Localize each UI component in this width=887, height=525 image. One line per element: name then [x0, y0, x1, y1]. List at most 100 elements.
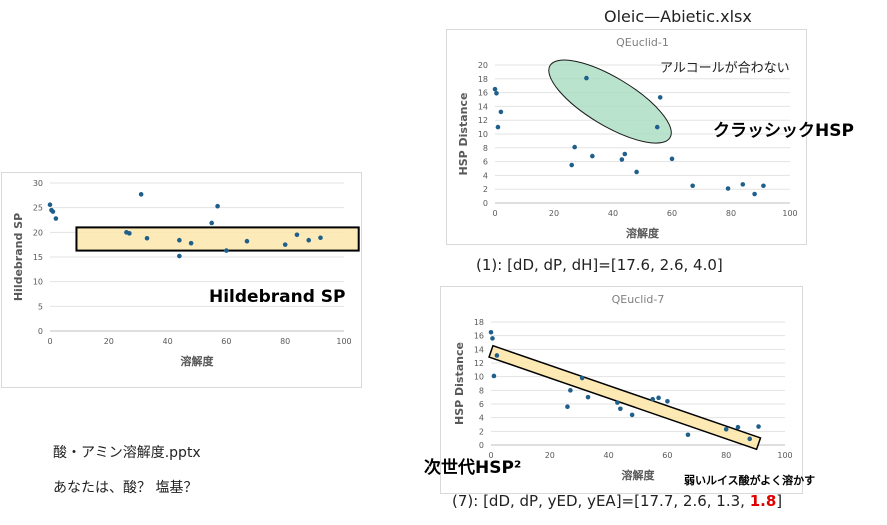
caption-model-7-suffix: ]	[776, 492, 783, 510]
chart1-highlight-band	[75, 226, 360, 252]
label-next-gen-hsp: 次世代HSP²	[424, 458, 522, 478]
chart3-data-point	[568, 388, 573, 393]
chart1-y-tick-label: 30	[33, 179, 43, 188]
chart2-data-point	[634, 169, 639, 175]
chart3-x-tick-label: 60	[662, 451, 672, 460]
chart3-data-point	[615, 400, 620, 405]
chart3-data-point	[618, 406, 623, 412]
caption-model-7-highlight: 1.8	[749, 492, 777, 510]
chart1-data-point	[50, 209, 56, 214]
chart1-data-point	[306, 237, 312, 243]
chart3-data-point	[685, 432, 691, 438]
chart3-x-axis-label: 溶解度	[622, 468, 656, 482]
chart3-data-point	[491, 373, 497, 379]
chart1-data-point	[53, 216, 59, 221]
chart-qeuclid-7-svg: QEuclid-7 0 2 4 6 8 10 12 14 16 18 0 20 40 60 80 100 溶解度 H…	[453, 293, 793, 482]
chart2-data-point	[495, 124, 501, 130]
label-hildebrand-sp: Hildebrand SP	[209, 287, 346, 307]
chart2-x-tick-label: 20	[549, 209, 559, 218]
label-alcohol-note: アルコールが合わない	[660, 61, 790, 76]
chart2-y-tick-label: 6	[483, 158, 488, 167]
chart3-data-point	[735, 424, 741, 430]
chart3-x-tick-label: 20	[545, 451, 555, 460]
chart2-y-tick-label: 0	[483, 199, 488, 208]
chart2-x-tick-label: 60	[667, 209, 677, 218]
chart3-y-tick-label: 16	[474, 332, 484, 341]
chart3-y-tick-label: 2	[479, 427, 484, 436]
chart2-data-point	[690, 183, 695, 189]
chart2-data-point	[669, 156, 675, 162]
chart2-y-axis-label: HSP Distance	[457, 93, 470, 176]
chart2-data-point	[740, 182, 746, 187]
chart2-y-tick-label: 8	[483, 144, 488, 153]
chart-hildebrand: 0 5 10 15 20 25 30 0 20 40 60 80 100 溶解度 Hildebrand SP	[1, 172, 362, 388]
chart1-data-point	[282, 242, 288, 247]
chart3-data-point	[490, 336, 495, 341]
chart1-data-point	[215, 203, 220, 209]
chart3-y-tick-label: 10	[474, 373, 484, 382]
label-weak-lewis-acid: 弱いルイス酸がよく溶かす	[684, 474, 816, 487]
caption-model-1: (1): [dD, dP, dH]=[17.6, 2.6, 4.0]	[476, 256, 723, 274]
label-classic-hsp: クラッシックHSP	[713, 121, 854, 141]
chart3-data-point	[585, 394, 591, 400]
chart2-data-point	[619, 157, 625, 162]
caption-model-7: (7): [dD, dP, yED, yEA]=[17.7, 2.6, 1.3,…	[452, 492, 782, 510]
chart2-data-point	[654, 124, 660, 130]
chart1-x-tick-label: 100	[336, 337, 351, 346]
chart2-x-axis-label: 溶解度	[626, 226, 660, 240]
chart2-y-tick-label: 2	[483, 185, 488, 194]
chart2-data-point	[494, 90, 499, 96]
chart-qeuclid-1: QEuclid-1 0 2 4 6 8 10 12 14 16 18 20 0 20 40 60 80 100 溶解…	[446, 29, 807, 245]
chart1-y-tick-label: 15	[33, 253, 43, 262]
chart1-data-point	[294, 232, 300, 238]
chart1-y-axis-label: Hildebrand SP	[12, 213, 25, 301]
chart3-data-point	[756, 424, 761, 429]
chart3-data-point	[565, 404, 570, 410]
chart1-data-point	[47, 202, 53, 208]
chart2-y-tick-label: 20	[478, 61, 488, 70]
chart2-data-point	[657, 95, 663, 100]
chart1-x-tick-label: 40	[163, 337, 173, 346]
chart3-y-tick-label: 4	[479, 414, 484, 423]
chart3-data-point	[488, 329, 494, 335]
caption-model-7-prefix: (7): [dD, dP, yED, yEA]=[17.7, 2.6, 1.3,	[452, 492, 750, 510]
chart1-x-tick-label: 0	[47, 337, 52, 346]
chart1-y-tick-label: 10	[33, 278, 43, 287]
chart2-y-tick-label: 18	[478, 75, 488, 84]
chart2-data-point	[725, 186, 731, 191]
chart2-x-tick-label: 40	[608, 209, 618, 218]
chart2-data-point	[584, 75, 589, 81]
chart3-x-tick-label: 100	[777, 451, 792, 460]
chart3-data-point	[747, 436, 753, 442]
chart2-data-point	[569, 162, 574, 168]
chart2-x-tick-label: 0	[492, 209, 497, 218]
chart2-y-tick-label: 14	[478, 102, 488, 111]
chart3-data-point	[723, 426, 729, 432]
question-text: あなたは、酸？ 塩基？	[53, 480, 198, 496]
chart3-data-point	[650, 396, 655, 402]
chart2-highlight-ellipse	[548, 59, 672, 144]
chart1-y-tick-label: 20	[33, 228, 43, 237]
chart1-y-tick-label: 25	[33, 204, 43, 213]
chart3-data-point	[665, 398, 670, 404]
chart3-y-tick-label: 8	[479, 386, 484, 395]
chart2-data-point	[590, 153, 595, 159]
chart2-x-tick-label: 80	[726, 209, 736, 218]
chart3-highlight-band	[488, 344, 762, 451]
chart-hildebrand-svg: 0 5 10 15 20 25 30 0 20 40 60 80 100 溶解度 Hildebrand SP	[12, 179, 360, 368]
chart2-data-point	[498, 109, 504, 115]
chart-qeuclid-1-svg: QEuclid-1 0 2 4 6 8 10 12 14 16 18 20 0 20 40 60 80 100 溶解…	[457, 36, 798, 240]
chart1-y-tick-label: 5	[38, 302, 43, 311]
chart3-y-tick-label: 18	[474, 318, 484, 327]
chart3-title: QEuclid-7	[612, 293, 665, 306]
chart1-data-point	[144, 235, 150, 241]
chart3-y-tick-label: 6	[479, 400, 484, 409]
chart1-y-tick-label: 0	[38, 327, 43, 336]
chart2-data-point	[572, 144, 577, 150]
chart3-y-axis-label: HSP Distance	[453, 342, 466, 425]
chart2-y-tick-label: 16	[478, 89, 488, 98]
chart3-data-point	[579, 375, 585, 381]
chart3-y-tick-label: 14	[474, 345, 484, 354]
chart3-y-tick-label: 0	[479, 441, 484, 450]
chart3-x-tick-label: 0	[488, 451, 493, 460]
